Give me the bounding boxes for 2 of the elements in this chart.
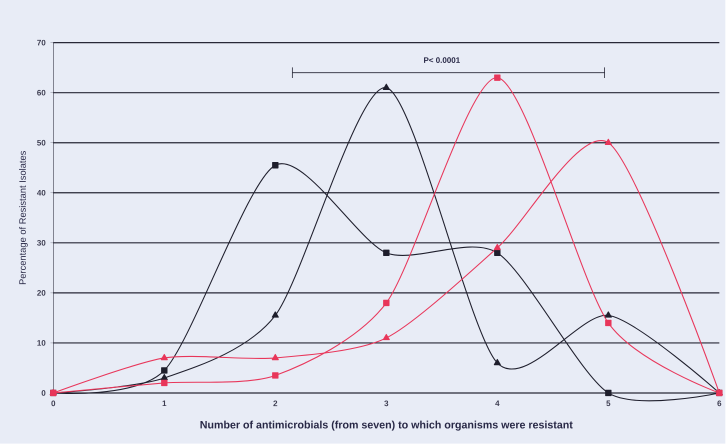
x-axis-title: Number of antimicrobials (from seven) to which organisms were resistant: [200, 420, 573, 431]
y-axis-title: Percentage of Resistant Isolates: [19, 151, 28, 284]
